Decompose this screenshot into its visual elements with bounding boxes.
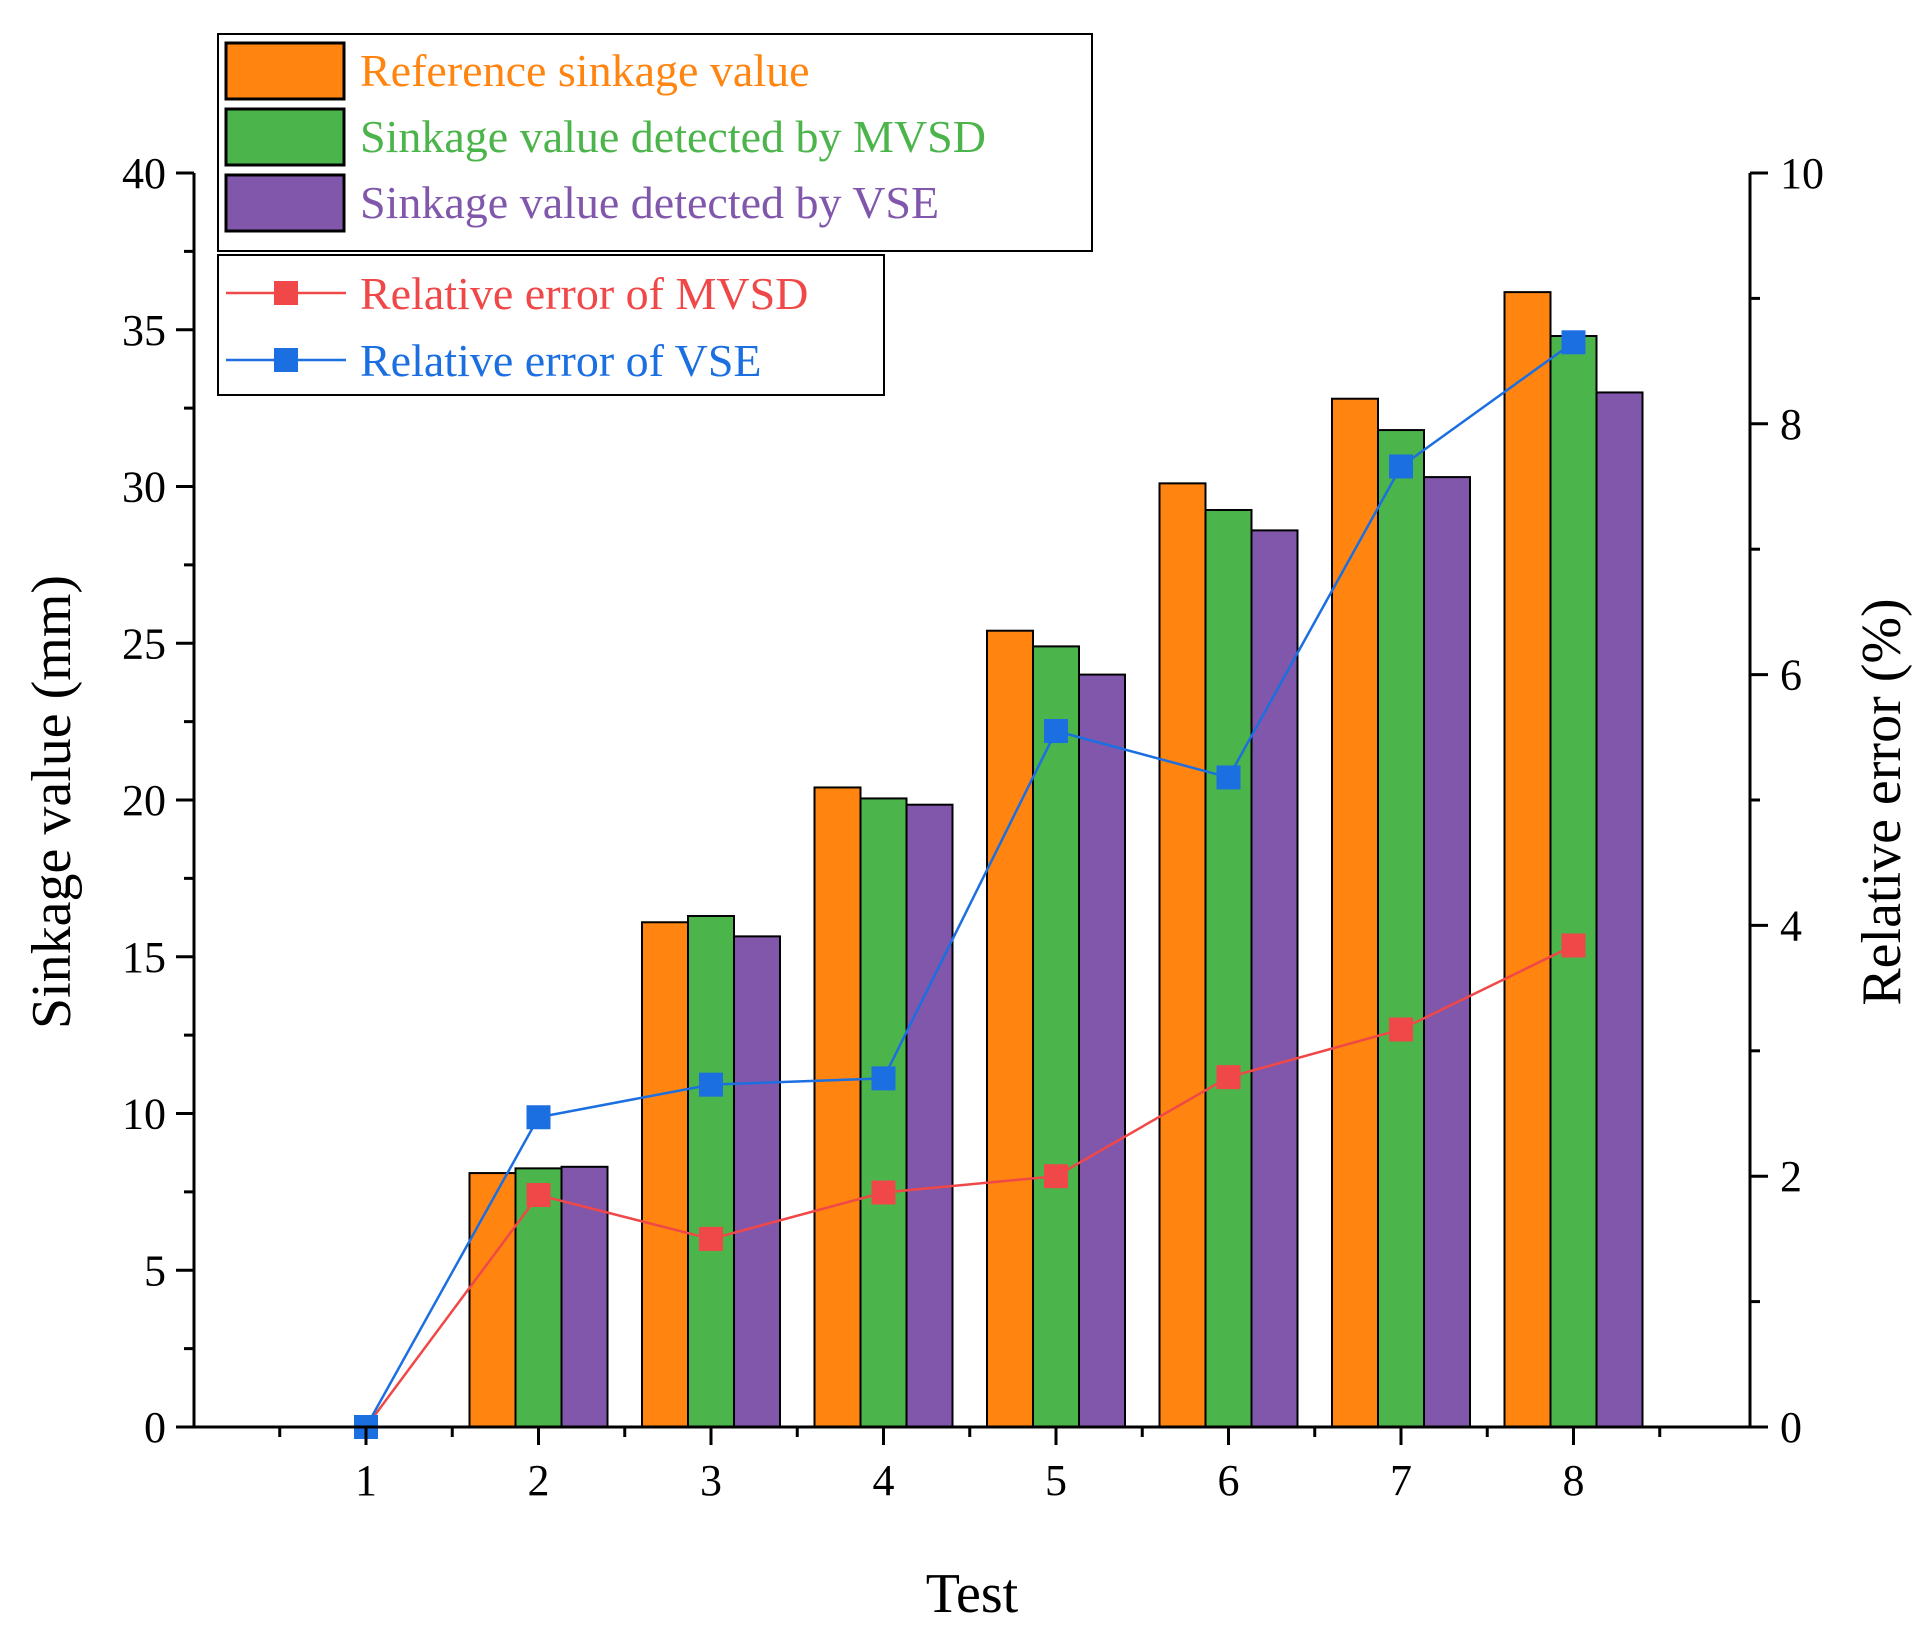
- y2-tick-label-2: 2: [1780, 1152, 1802, 1201]
- legend-box-lines: [217, 254, 885, 396]
- bar-s1-test-7: [1331, 397, 1379, 1429]
- line-point-s1-test-7: [1389, 1017, 1413, 1042]
- line-point-s1-test-8: [1561, 933, 1586, 958]
- bar-s2-test-4: [859, 797, 908, 1428]
- bar-s3-test-7: [1423, 476, 1471, 1429]
- y-tick-label-5: 5: [144, 1246, 166, 1295]
- bar-s1-test-5: [986, 629, 1034, 1428]
- y2-tick-label-8: 8: [1780, 400, 1802, 449]
- y-tick-label-15: 15: [122, 933, 166, 982]
- bar-s3-test-6: [1250, 529, 1299, 1428]
- line-point-s1-test-6: [1216, 1065, 1241, 1090]
- bar-s2-test-2: [514, 1167, 563, 1429]
- bars-layer: [468, 291, 1644, 1429]
- line-point-s1-test-4: [871, 1180, 896, 1205]
- legend: Reference sinkage value Sinkage value det…: [217, 33, 1093, 396]
- bar-s1-test-8: [1503, 291, 1552, 1428]
- line-point-s1-test-5: [1044, 1164, 1068, 1189]
- legend-label-s2: Sinkage value detected by MVSD: [360, 111, 986, 162]
- y2-tick-label-0: 0: [1780, 1403, 1802, 1452]
- x-tick-label-5: 5: [1045, 1456, 1067, 1505]
- y-tick-label-0: 0: [144, 1403, 166, 1452]
- bar-s1-test-6: [1158, 482, 1207, 1428]
- bar-s3-test-4: [905, 803, 954, 1428]
- legend-marker-l2: [274, 348, 298, 372]
- line-point-s2-test-4: [871, 1066, 896, 1091]
- y-tick-label-20: 20: [122, 776, 166, 825]
- bar-s2-test-7: [1377, 429, 1425, 1428]
- y-tick-label-35: 35: [122, 306, 166, 355]
- line-point-s2-test-7: [1389, 454, 1413, 479]
- legend-label-s3: Sinkage value detected by VSE: [360, 177, 939, 228]
- line-point-s2-test-3: [699, 1072, 723, 1097]
- legend-swatch-s3: [224, 173, 346, 233]
- x-tick-label-6: 6: [1218, 1456, 1240, 1505]
- x-tick-label-1: 1: [355, 1456, 377, 1505]
- bar-s3-test-5: [1078, 673, 1126, 1428]
- line-series-2: [364, 341, 1575, 1428]
- line-point-s1-test-3: [699, 1226, 723, 1251]
- bar-s1-test-4: [813, 786, 862, 1428]
- line-point-s2-test-6: [1216, 765, 1241, 790]
- bar-s1-test-2: [468, 1172, 517, 1428]
- line-series-1: [364, 944, 1575, 1428]
- line-point-s1-test-2: [526, 1183, 551, 1208]
- line-point-s2-test-8: [1561, 330, 1586, 355]
- legend-swatch-s2: [224, 107, 346, 167]
- bar-s1-test-3: [641, 921, 689, 1428]
- y-tick-label-40: 40: [122, 149, 166, 198]
- y-tick-label-10: 10: [122, 1090, 166, 1139]
- bar-s2-test-8: [1549, 335, 1598, 1428]
- bar-s2-test-6: [1204, 509, 1253, 1428]
- y-tick-label-30: 30: [122, 463, 166, 512]
- legend-swatch-s1: [224, 41, 346, 101]
- y2-tick-label-6: 6: [1780, 651, 1802, 700]
- x-tick-label-8: 8: [1563, 1456, 1585, 1505]
- x-tick-label-4: 4: [873, 1456, 895, 1505]
- legend-label-l2: Relative error of VSE: [360, 335, 762, 386]
- x-tick-label-7: 7: [1390, 1456, 1412, 1505]
- line-point-s2-test-5: [1044, 719, 1068, 744]
- legend-label-l1: Relative error of MVSD: [360, 268, 808, 319]
- y-tick-label-25: 25: [122, 619, 166, 668]
- legend-label-s1: Reference sinkage value: [360, 45, 810, 96]
- legend-marker-l1: [274, 281, 298, 305]
- line-point-s2-test-2: [526, 1105, 551, 1130]
- y2-axis-title: Relative error (%): [1851, 598, 1913, 1005]
- x-tick-label-2: 2: [528, 1456, 550, 1505]
- legend-box-bars: [217, 33, 1093, 252]
- bar-s3-test-3: [733, 935, 781, 1428]
- x-axis-title: Test: [926, 1563, 1019, 1625]
- x-tick-label-3: 3: [700, 1456, 722, 1505]
- y2-tick-label-4: 4: [1780, 901, 1802, 950]
- bar-s3-test-8: [1595, 391, 1644, 1429]
- y2-tick-label-10: 10: [1780, 149, 1824, 198]
- y-axis-title: Sinkage value (mm): [21, 575, 83, 1029]
- bar-s2-test-3: [687, 914, 735, 1428]
